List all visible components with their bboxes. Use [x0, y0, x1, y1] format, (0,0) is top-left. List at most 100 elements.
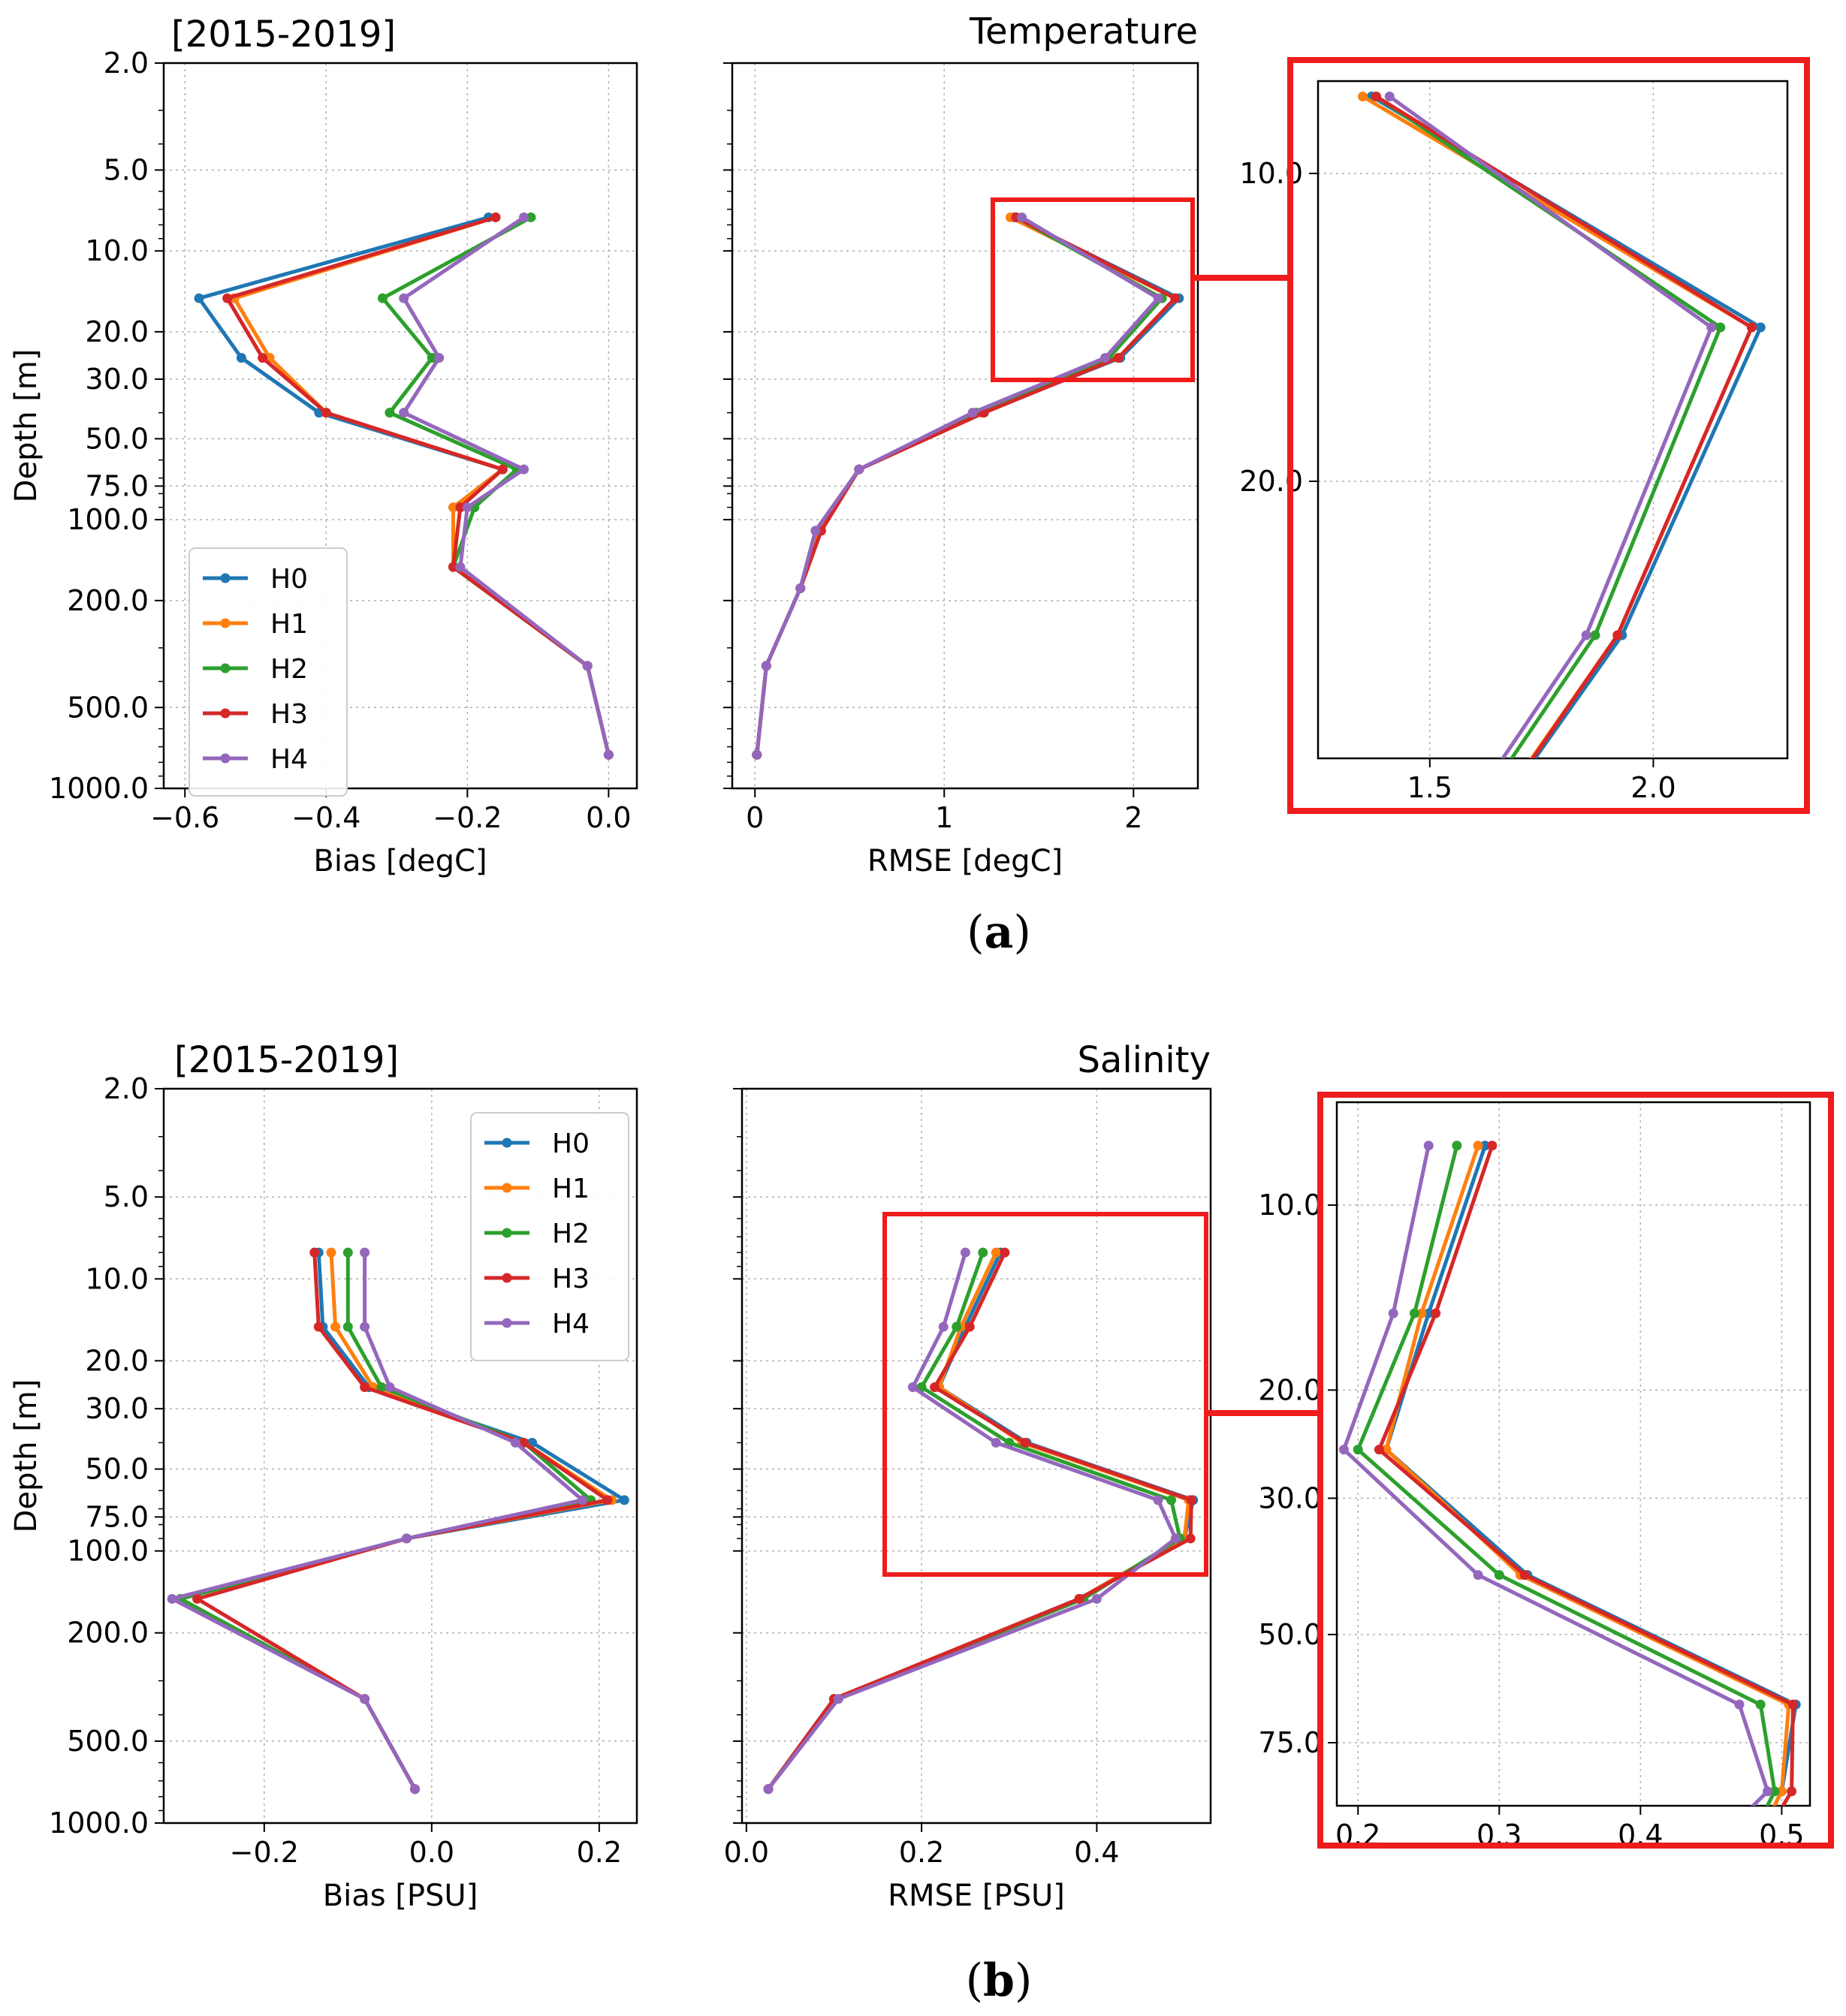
y-tick-label: 10.0 — [85, 1262, 149, 1295]
data-point-h3 — [258, 353, 268, 363]
y-tick-label: 100.0 — [67, 1535, 149, 1568]
series-line-h1 — [1384, 1144, 1791, 1806]
series-line-h3 — [1375, 95, 1754, 758]
y-tick-label: 50.0 — [85, 1453, 149, 1486]
data-point-h2 — [1166, 1495, 1177, 1505]
data-point-h0 — [1755, 322, 1766, 333]
legend-marker-h1 — [220, 618, 231, 628]
x-axis-label: Bias [degC] — [313, 844, 487, 878]
legend: H0 H1 H2 H3 H4 — [189, 547, 348, 797]
y-tick-label: 30.0 — [85, 363, 149, 396]
data-point-h4 — [1384, 92, 1395, 101]
series-line-h0 — [1371, 95, 1763, 758]
data-point-h3 — [455, 502, 466, 513]
data-point-h2 — [1494, 1570, 1504, 1581]
data-point-h2 — [978, 1247, 988, 1258]
data-point-h4 — [519, 212, 529, 222]
data-point-h4 — [810, 526, 821, 536]
x-tick-label: −0.2 — [433, 801, 502, 834]
y-tick-label: 2.0 — [104, 1072, 149, 1105]
data-point-h3 — [1000, 1247, 1010, 1258]
data-point-h4 — [1100, 353, 1111, 363]
data-point-h3 — [309, 1247, 320, 1258]
data-point-h3 — [1431, 1308, 1441, 1318]
data-point-h3 — [1185, 1533, 1196, 1544]
y-tick-label: 30.0 — [85, 1392, 149, 1425]
legend-label-h2: H2 — [552, 1219, 590, 1249]
data-point-h3 — [448, 562, 459, 572]
data-point-h3 — [1787, 1699, 1798, 1710]
series-group — [1338, 1141, 1801, 1806]
axes-frame — [741, 1087, 1212, 1825]
data-point-h2 — [342, 1321, 353, 1332]
data-point-h1 — [1291, 1092, 1301, 1102]
legend-box — [189, 547, 348, 797]
data-point-h2 — [427, 353, 437, 363]
data-point-h0 — [1423, 1308, 1434, 1318]
data-point-h4 — [1017, 212, 1027, 222]
data-point-h3 — [1371, 92, 1381, 101]
data-point-h3 — [360, 1382, 370, 1392]
data-point-h0 — [194, 293, 204, 303]
y-tick-label: 20.0 — [1258, 1373, 1322, 1406]
data-point-h3 — [1074, 1593, 1084, 1604]
data-point-h4 — [360, 1321, 370, 1332]
data-point-h4 — [1763, 1786, 1773, 1797]
data-point-h4 — [401, 1533, 412, 1544]
y-axis-label: Depth [m] — [9, 349, 44, 503]
legend-label-h4: H4 — [552, 1309, 590, 1339]
y-tick-label: 5.0 — [104, 1180, 149, 1213]
data-point-h4 — [410, 1784, 421, 1795]
data-point-h3 — [313, 1321, 324, 1332]
data-point-h3 — [930, 1382, 940, 1392]
legend-label-h0: H0 — [552, 1129, 590, 1159]
caption-b: (b) — [966, 1954, 1033, 2007]
data-point-h2 — [376, 1382, 387, 1392]
y-tick-label: 10.0 — [1258, 1189, 1322, 1222]
data-point-h4 — [1581, 630, 1591, 640]
y-tick-label: 2.0 — [104, 47, 149, 80]
x-axis-label: RMSE [PSU] — [888, 1879, 1065, 1913]
data-point-h2 — [526, 212, 536, 222]
legend-label-h2: H2 — [270, 654, 308, 685]
panel-a-bias: −0.6 −0.4 −0.2 0.0 2.0 5.0 10.0 20.0 30.0 50.0 75.… — [9, 14, 638, 878]
data-point-h4 — [854, 464, 864, 475]
x-tick-label: 0.2 — [899, 1836, 944, 1869]
legend-marker-h3 — [220, 708, 231, 719]
data-point-h4 — [510, 1437, 520, 1448]
data-point-h2 — [1769, 1786, 1780, 1797]
y-tick-label: 20.0 — [85, 315, 149, 348]
data-point-h3 — [518, 1437, 529, 1448]
data-point-h4 — [1268, 1092, 1278, 1102]
data-point-h3 — [1519, 1570, 1530, 1581]
panel-b-rmse: 0.0 0.2 0.4 RMSE [PSU] Salinity — [724, 1039, 1212, 1913]
data-point-h2 — [1715, 322, 1726, 333]
y-tick-label: 5.0 — [104, 153, 149, 186]
data-point-h1 — [326, 1247, 336, 1258]
x-tick-label: −0.6 — [150, 801, 219, 834]
zoom-highlight-layer: 1.5 2.010.020.00.2 0.3 0.4 0.510.020.030.050… — [882, 57, 1834, 1852]
data-point-h0 — [1291, 1092, 1301, 1102]
data-point-h4 — [991, 1437, 1001, 1448]
data-point-h4 — [399, 293, 409, 303]
y-tick-label: 30.0 — [1258, 1481, 1322, 1514]
series-group — [194, 212, 614, 760]
data-point-h4 — [795, 583, 806, 593]
data-point-h2 — [377, 293, 388, 303]
data-point-h4 — [1091, 1593, 1102, 1604]
panel-a-rmse: 0 1 2 RMSE [degC] Temperature — [723, 11, 1199, 878]
axes-frame — [731, 62, 1199, 790]
chart-title: [2015-2019] — [174, 1039, 399, 1081]
series-line-h2 — [1375, 95, 1723, 758]
x-tick-label: 0.0 — [586, 801, 631, 834]
data-point-h4 — [1338, 1445, 1349, 1455]
data-point-h1 — [1473, 1141, 1483, 1151]
legend-marker-h4 — [220, 753, 231, 764]
y-tick-label: 20.0 — [1239, 465, 1303, 498]
legend-marker-h1 — [502, 1183, 512, 1193]
data-point-h4 — [938, 1321, 949, 1332]
y-tick-label: 500.0 — [67, 1725, 149, 1758]
data-point-h3 — [602, 1495, 613, 1505]
x-tick-label: 0 — [746, 801, 764, 834]
